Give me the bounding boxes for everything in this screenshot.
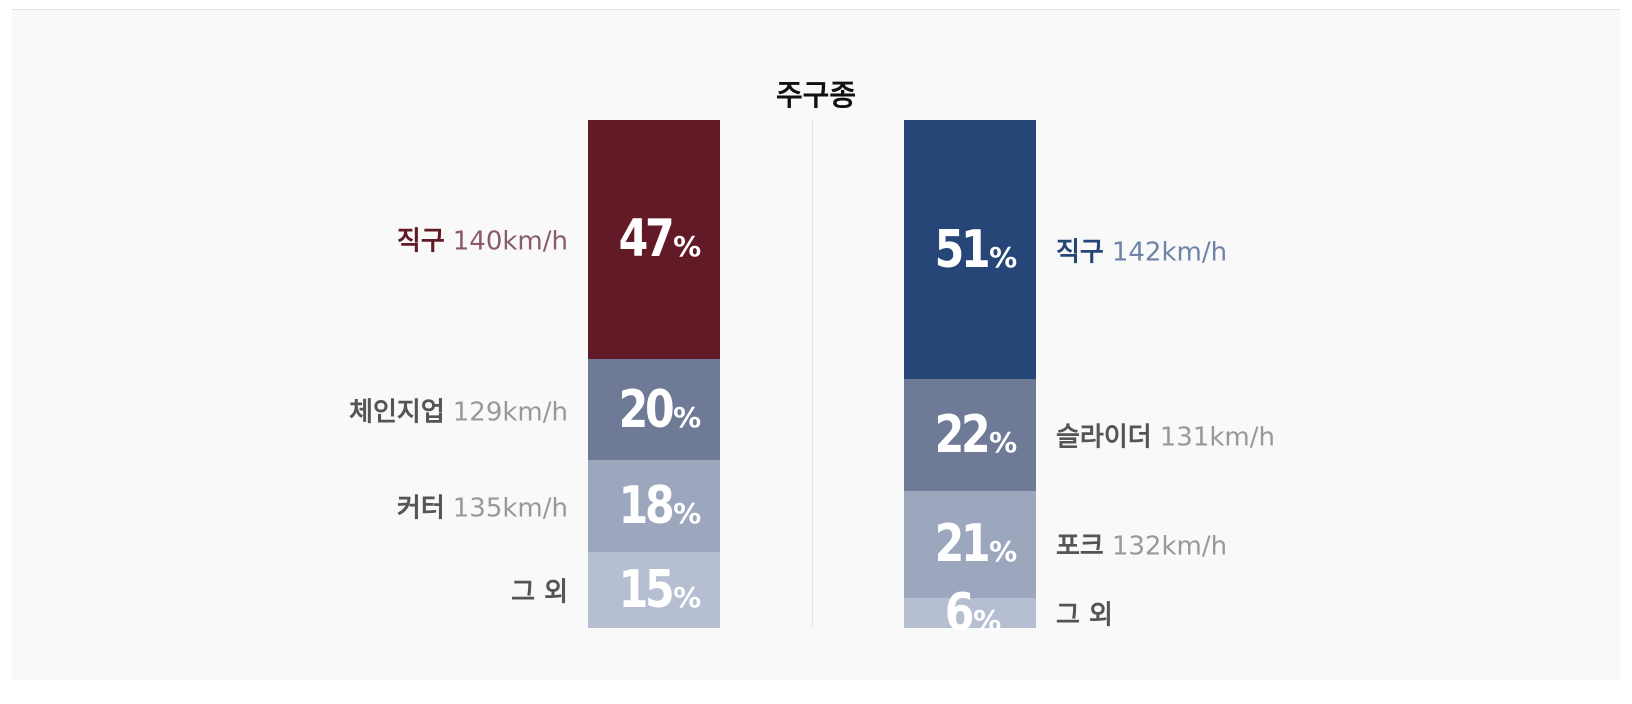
percent-value: 6: [944, 582, 975, 643]
right-pitch-label-3: 포크 132km/h: [1056, 526, 1227, 563]
percent-label: 15%: [588, 560, 720, 620]
left-bar-segment-4: 15%: [588, 551, 720, 628]
left-bar-segment-3: 18%: [588, 460, 720, 552]
left-pitch-label-2: 체인지업 129km/h: [349, 391, 568, 428]
percent-sign: %: [989, 240, 1018, 274]
percent-label: 6%: [904, 583, 1036, 643]
left-pitch-label-3: 커터 135km/h: [397, 488, 568, 525]
percent-sign: %: [673, 230, 702, 264]
percent-value: 18: [618, 476, 674, 537]
right-pitch-label-4: 그 외: [1056, 594, 1113, 631]
left-pitch-label-4: 그 외: [511, 571, 568, 608]
right-pitch-label-2: 슬라이더 131km/h: [1056, 416, 1275, 453]
right-bar-segment-2: 22%: [904, 379, 1036, 491]
center-divider: [812, 120, 813, 628]
percent-value: 21: [934, 514, 990, 575]
percent-label: 22%: [904, 405, 1036, 465]
percent-value: 47: [618, 209, 674, 270]
top-rule: [12, 9, 1620, 10]
pitch-name: 그 외: [1056, 600, 1113, 631]
pitch-speed: 135km/h: [452, 493, 568, 524]
pitch-speed: 132km/h: [1111, 531, 1228, 562]
pitch-speed: 142km/h: [1111, 237, 1228, 268]
percent-sign: %: [989, 425, 1018, 459]
pitch-speed: 140km/h: [452, 226, 568, 257]
percent-sign: %: [673, 400, 702, 434]
right-pitch-label-1: 직구 142km/h: [1056, 231, 1227, 268]
pitch-name: 커터: [396, 493, 445, 524]
chart-panel: [12, 10, 1620, 680]
pitch-name: 그 외: [511, 577, 568, 608]
pitch-name: 슬라이더: [1056, 422, 1152, 453]
percent-sign: %: [673, 580, 702, 614]
percent-label: 21%: [904, 514, 1036, 574]
percent-value: 22: [934, 404, 990, 465]
chart-title: 주구종: [775, 78, 857, 112]
left-pitch-label-1: 직구 140km/h: [397, 221, 568, 258]
left-bar-segment-1: 47%: [588, 120, 720, 359]
percent-label: 20%: [588, 380, 720, 440]
pitch-name: 직구: [1056, 237, 1104, 268]
percent-sign: %: [989, 535, 1018, 569]
percent-value: 51: [934, 219, 990, 280]
percent-sign: %: [973, 603, 1002, 637]
right-bar-segment-3: 21%: [904, 490, 1036, 598]
pitch-speed: 129km/h: [452, 397, 568, 428]
percent-sign: %: [673, 497, 702, 531]
percent-label: 18%: [588, 476, 720, 536]
right-bar-segment-4: 6%: [904, 583, 1036, 643]
percent-label: 51%: [904, 220, 1036, 280]
percent-value: 20: [618, 379, 674, 440]
percent-value: 15: [618, 559, 674, 620]
pitch-speed: 131km/h: [1159, 422, 1275, 453]
pitch-name: 체인지업: [349, 397, 445, 428]
pitch-name: 포크: [1056, 531, 1104, 562]
percent-label: 47%: [588, 209, 720, 269]
right-bar-segment-1: 51%: [904, 120, 1036, 380]
pitch-name: 직구: [396, 226, 445, 257]
left-bar-segment-2: 20%: [588, 358, 720, 461]
